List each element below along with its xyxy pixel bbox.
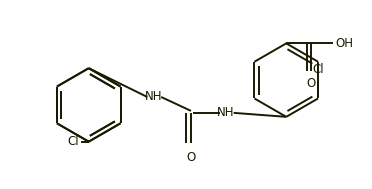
Text: NH: NH [144,91,162,104]
Text: O: O [186,151,196,164]
Text: NH: NH [217,106,234,119]
Text: Cl: Cl [312,63,324,76]
Text: Cl: Cl [67,135,79,148]
Text: O: O [307,77,316,90]
Text: OH: OH [335,37,353,50]
